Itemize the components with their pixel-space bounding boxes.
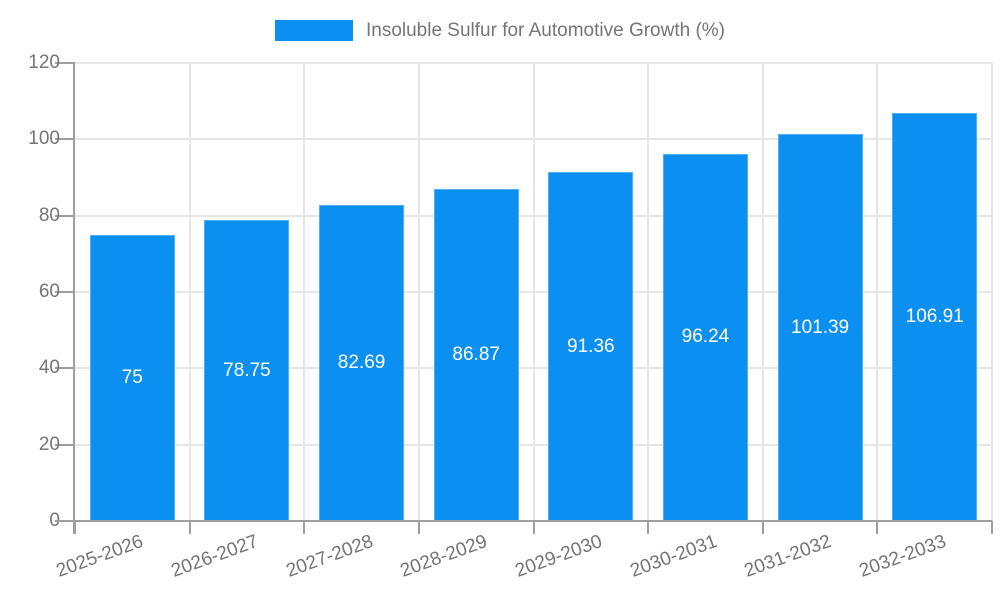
x-axis-tick-label: 2028-2029	[397, 531, 491, 582]
y-axis-tick-label: 20	[38, 433, 60, 455]
y-axis-tick	[55, 62, 75, 64]
x-axis-tick	[188, 521, 191, 534]
y-axis-tick-label: 60	[38, 281, 60, 302]
bar[interactable]	[548, 172, 634, 520]
legend[interactable]: Insoluble Sulfur for Automotive Growth (…	[0, 20, 1000, 41]
y-axis-tick-label: 80	[38, 204, 60, 226]
y-axis-tick	[55, 443, 75, 446]
x-axis-tick	[647, 521, 650, 534]
y-axis-tick-label: 40	[38, 357, 60, 379]
gridline-vertical	[188, 63, 191, 521]
x-axis-tick	[876, 521, 879, 534]
x-axis-tick-label: 2030-2031	[627, 531, 720, 582]
bar[interactable]	[204, 220, 290, 520]
x-axis-tick-label: 2031-2032	[741, 531, 835, 582]
legend-swatch	[274, 20, 353, 41]
gridline-vertical	[417, 63, 420, 521]
legend-label: Insoluble Sulfur for Automotive Growth (…	[365, 20, 726, 41]
gridline-vertical	[761, 63, 764, 521]
gridline-vertical	[876, 63, 879, 521]
gridline-vertical	[647, 63, 650, 521]
x-axis-tick-label: 2026-2027	[168, 531, 262, 582]
y-axis-tick-label: 0	[0, 510, 60, 532]
y-axis-tick-label: 120	[28, 52, 60, 73]
x-axis-line	[55, 520, 992, 522]
x-axis-tick	[417, 521, 420, 534]
bar[interactable]	[433, 189, 519, 520]
y-axis-tick-label: 100	[28, 128, 60, 150]
x-axis-tick	[303, 521, 306, 534]
y-axis-line	[73, 62, 75, 534]
gridline-vertical	[991, 63, 993, 521]
y-axis-tick	[55, 138, 75, 141]
gridline-vertical	[303, 63, 306, 521]
x-axis-tick	[991, 521, 993, 534]
x-axis-tick	[761, 521, 764, 534]
x-axis-tick	[532, 521, 535, 534]
bar[interactable]	[662, 153, 748, 520]
x-axis-tick-label: 2029-2030	[512, 531, 605, 582]
bar[interactable]	[319, 205, 405, 520]
y-axis-tick	[55, 367, 75, 370]
gridline-vertical	[532, 63, 535, 521]
x-axis-tick-label: 2027-2028	[283, 531, 376, 582]
bar[interactable]	[777, 134, 863, 520]
y-axis-tick	[55, 214, 75, 217]
bar[interactable]	[89, 234, 175, 520]
y-axis-tick	[55, 291, 75, 293]
x-axis-tick-label: 2025-2026	[53, 531, 147, 582]
x-axis-tick	[74, 521, 76, 534]
x-axis-tick-label: 2032-2033	[856, 531, 949, 582]
bar[interactable]	[892, 112, 978, 520]
